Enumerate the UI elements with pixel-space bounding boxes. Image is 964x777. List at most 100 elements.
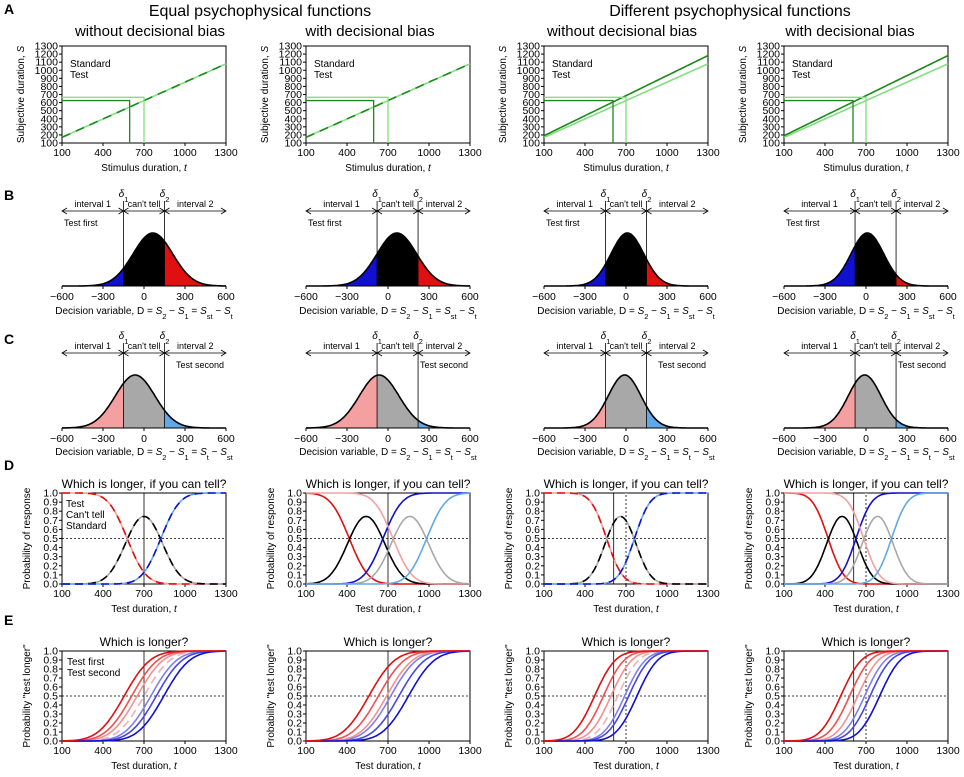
test-response-curve [62, 492, 226, 585]
col-title-4: with decisional bias [784, 23, 914, 40]
region-interval-2: interval 2 [904, 341, 941, 351]
col-title-1: without decisional bias [74, 23, 225, 40]
y-tick-label: 0.1 [525, 569, 540, 581]
arrow-cant-tell-head-left [854, 349, 861, 357]
x-tick-label: 400 [94, 588, 112, 600]
y-tick-label: 0.2 [525, 718, 540, 730]
arrow-cant-tell-head-left [122, 349, 129, 357]
y-tick-label: 0.3 [43, 709, 58, 721]
y-tick-label: 700 [762, 89, 780, 101]
x-axis-label: Decision variable, D = S2 − S1 = Sst − S… [537, 306, 715, 321]
legend-standard: Standard [66, 521, 107, 532]
delta2-label: δ2 [891, 189, 901, 204]
col-title-2: with decisional bias [304, 23, 434, 40]
y-tick-label: 0.5 [43, 533, 58, 545]
y-tick-label: 0.9 [525, 497, 540, 509]
delta1-label: δ1 [119, 331, 129, 346]
x-tick-label: −300 [573, 433, 597, 445]
region-cant-tell: can't tell [381, 199, 414, 209]
legend-test: Test [66, 499, 85, 510]
y-tick-label: 0.7 [43, 515, 58, 527]
x-tick-label: 700 [617, 745, 635, 757]
x-tick-label: 700 [135, 745, 153, 757]
test-second-curve [62, 650, 226, 742]
annotation: Test second [420, 360, 468, 370]
panel-title: Which is longer? [344, 635, 433, 649]
test-second-curve [306, 650, 470, 742]
x-tick-label: 100 [535, 588, 553, 600]
x-axis-label: Test duration, t [593, 761, 660, 772]
panel-d-1: 100 400 700 1000 13000.00.10.20.30.40.50.60.… [22, 477, 238, 615]
x-tick-label: 100 [535, 745, 553, 757]
y-tick-label: 0.1 [287, 569, 302, 581]
y-axis-label: Probability "test longer" [22, 644, 33, 748]
y-tick-label: 0.8 [43, 664, 58, 676]
panel-a-2: 100 400 700 1000 130010020030040050060070080… [260, 41, 482, 175]
y-tick-label: 0.6 [525, 524, 540, 536]
panel-c-1: −600 −300 0 300 600 interval 1 can't tell inter… [50, 341, 235, 445]
test-response-curve [784, 492, 948, 585]
x-tick-label: 1300 [214, 147, 238, 159]
x-tick-label: 100 [297, 147, 315, 159]
arrow-interval-1-head-left [305, 349, 312, 357]
region-interval-2: interval 2 [177, 341, 214, 351]
arrow-interval-2-head-left [417, 349, 424, 357]
x-axis-label: Decision variable, D = S2 − S1 = Sst − S… [55, 306, 233, 321]
arrow-interval-1-head-left [543, 207, 550, 215]
panel-letter-b: B [4, 187, 14, 203]
fill-interval-2 [896, 419, 948, 428]
y-tick-label: 0.6 [287, 524, 302, 536]
test-response-curve [544, 492, 708, 585]
panel-title: Which is longer, if you can tell? [62, 477, 227, 491]
standard-guide [784, 96, 867, 143]
y-tick-label: 0.8 [765, 506, 780, 518]
arrow-interval-2-head-right [942, 207, 949, 215]
panel-title: Which is longer? [582, 635, 671, 649]
legend-test: Test [792, 70, 811, 81]
x-tick-label: 400 [576, 745, 594, 757]
y-tick-label: 0.2 [287, 560, 302, 572]
legend-test-first: Test first [67, 657, 104, 668]
x-tick-label: 1000 [417, 745, 441, 757]
x-tick-label: 0 [863, 291, 869, 303]
region-cant-tell: can't tell [859, 341, 892, 351]
y-tick-label: 0.1 [765, 569, 780, 581]
x-tick-label: 700 [379, 745, 397, 757]
region-cant-tell: can't tell [859, 199, 892, 209]
delta1-label: δ1 [372, 331, 382, 346]
region-interval-1: interval 1 [323, 341, 360, 351]
x-tick-label: −600 [50, 291, 74, 303]
x-tick-label: −600 [294, 291, 318, 303]
x-tick-label: 300 [420, 433, 438, 445]
x-tick-label: 100 [53, 745, 71, 757]
legend-standard: Standard [552, 59, 593, 70]
y-tick-label: 0.6 [287, 682, 302, 694]
y-tick-label: 1300 [35, 41, 59, 53]
y-tick-label: 0.7 [525, 515, 540, 527]
y-tick-label: 0.0 [765, 736, 780, 748]
panel-c-4: −600 −300 0 300 600 interval 1 can't tell inter… [772, 341, 957, 445]
y-axis-label: Subjective duration, S [16, 46, 27, 144]
panel-e-2: 100 400 700 1000 13000.00.10.20.30.40.50.60.… [266, 635, 482, 772]
panel-a-4: 100 400 700 1000 130010020030040050060070080… [738, 41, 960, 175]
y-tick-label: 700 [40, 89, 58, 101]
x-tick-label: 1000 [173, 147, 197, 159]
x-tick-label: 100 [535, 147, 553, 159]
y-tick-label: 0.9 [765, 655, 780, 667]
y-tick-label: 1100 [517, 57, 540, 69]
y-tick-label: 0.2 [765, 718, 780, 730]
x-tick-label: 0 [141, 291, 147, 303]
y-tick-label: 200 [522, 129, 540, 141]
x-tick-label: 300 [420, 291, 438, 303]
x-tick-label: 100 [297, 588, 315, 600]
x-tick-label: 1000 [895, 147, 919, 159]
y-tick-label: 0.4 [765, 700, 780, 712]
x-tick-label: 600 [699, 291, 717, 303]
region-interval-1: interval 1 [556, 199, 593, 209]
fill-cant-tell [123, 233, 165, 286]
fill-cant-tell [377, 233, 419, 286]
x-tick-label: 0 [623, 291, 629, 303]
region-interval-2: interval 2 [659, 341, 696, 351]
standard-guide [306, 96, 389, 143]
